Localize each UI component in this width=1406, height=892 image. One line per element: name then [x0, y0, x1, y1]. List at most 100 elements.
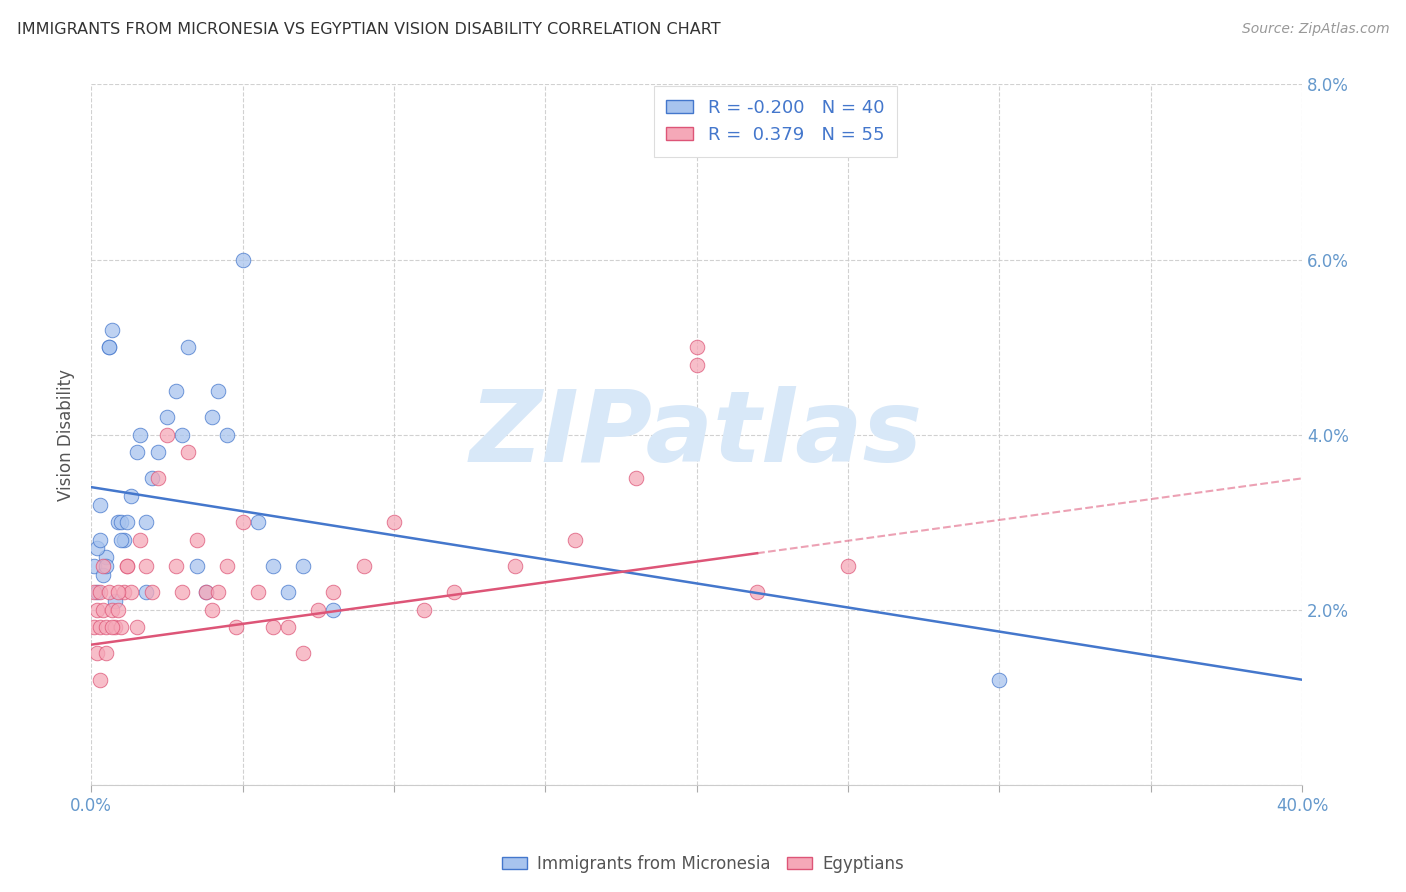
Point: [745, 585, 768, 599]
Point: [231, 515, 253, 529]
Point: [177, 445, 200, 459]
Point: [98, 340, 121, 354]
Point: [98, 585, 121, 599]
Point: [125, 445, 148, 459]
Point: [114, 585, 136, 599]
Point: [110, 533, 132, 547]
Point: [685, 340, 707, 354]
Point: [156, 410, 179, 425]
Point: [322, 585, 344, 599]
Text: ZIPatlas: ZIPatlas: [470, 386, 924, 483]
Point: [207, 585, 229, 599]
Legend: Immigrants from Micronesia, Egyptians: Immigrants from Micronesia, Egyptians: [495, 848, 911, 880]
Point: [110, 620, 132, 634]
Point: [217, 427, 239, 442]
Point: [117, 558, 139, 573]
Point: [96, 558, 118, 573]
Point: [262, 620, 284, 634]
Point: [135, 585, 157, 599]
Point: [107, 515, 129, 529]
Point: [114, 533, 136, 547]
Point: [165, 558, 187, 573]
Point: [177, 340, 200, 354]
Point: [186, 558, 208, 573]
Point: [104, 594, 127, 608]
Point: [96, 647, 118, 661]
Point: [86, 647, 108, 661]
Point: [141, 585, 163, 599]
Point: [246, 515, 269, 529]
Point: [96, 550, 118, 565]
Point: [107, 602, 129, 616]
Point: [91, 558, 114, 573]
Point: [564, 533, 586, 547]
Point: [353, 558, 375, 573]
Point: [101, 602, 124, 616]
Point: [83, 585, 105, 599]
Point: [231, 252, 253, 267]
Point: [125, 620, 148, 634]
Point: [170, 427, 193, 442]
Point: [117, 558, 139, 573]
Point: [988, 673, 1011, 687]
Point: [89, 620, 111, 634]
Point: [89, 585, 111, 599]
Point: [503, 558, 526, 573]
Point: [91, 567, 114, 582]
Point: [217, 558, 239, 573]
Point: [101, 322, 124, 336]
Point: [201, 602, 224, 616]
Point: [120, 489, 142, 503]
Point: [382, 515, 405, 529]
Point: [89, 498, 111, 512]
Point: [83, 558, 105, 573]
Point: [201, 410, 224, 425]
Y-axis label: Vision Disability: Vision Disability: [58, 368, 75, 500]
Point: [110, 515, 132, 529]
Point: [685, 358, 707, 372]
Point: [107, 585, 129, 599]
Point: [262, 558, 284, 573]
Point: [413, 602, 436, 616]
Point: [128, 427, 150, 442]
Point: [117, 515, 139, 529]
Point: [277, 585, 299, 599]
Point: [141, 471, 163, 485]
Point: [156, 427, 179, 442]
Point: [443, 585, 465, 599]
Point: [86, 602, 108, 616]
Point: [101, 620, 124, 634]
Point: [146, 445, 169, 459]
Point: [165, 384, 187, 398]
Point: [307, 602, 329, 616]
Point: [195, 585, 218, 599]
Point: [104, 620, 127, 634]
Point: [135, 515, 157, 529]
Point: [89, 533, 111, 547]
Point: [98, 340, 121, 354]
Point: [195, 585, 218, 599]
Point: [322, 602, 344, 616]
Point: [86, 585, 108, 599]
Legend: R = -0.200   N = 40, R =  0.379   N = 55: R = -0.200 N = 40, R = 0.379 N = 55: [654, 87, 897, 157]
Point: [135, 558, 157, 573]
Point: [624, 471, 647, 485]
Point: [120, 585, 142, 599]
Point: [277, 620, 299, 634]
Point: [837, 558, 859, 573]
Point: [246, 585, 269, 599]
Point: [207, 384, 229, 398]
Point: [83, 620, 105, 634]
Point: [225, 620, 247, 634]
Point: [91, 602, 114, 616]
Point: [89, 673, 111, 687]
Point: [86, 541, 108, 556]
Text: IMMIGRANTS FROM MICRONESIA VS EGYPTIAN VISION DISABILITY CORRELATION CHART: IMMIGRANTS FROM MICRONESIA VS EGYPTIAN V…: [17, 22, 720, 37]
Text: Source: ZipAtlas.com: Source: ZipAtlas.com: [1241, 22, 1389, 37]
Point: [292, 647, 315, 661]
Point: [96, 620, 118, 634]
Point: [170, 585, 193, 599]
Point: [128, 533, 150, 547]
Point: [146, 471, 169, 485]
Point: [292, 558, 315, 573]
